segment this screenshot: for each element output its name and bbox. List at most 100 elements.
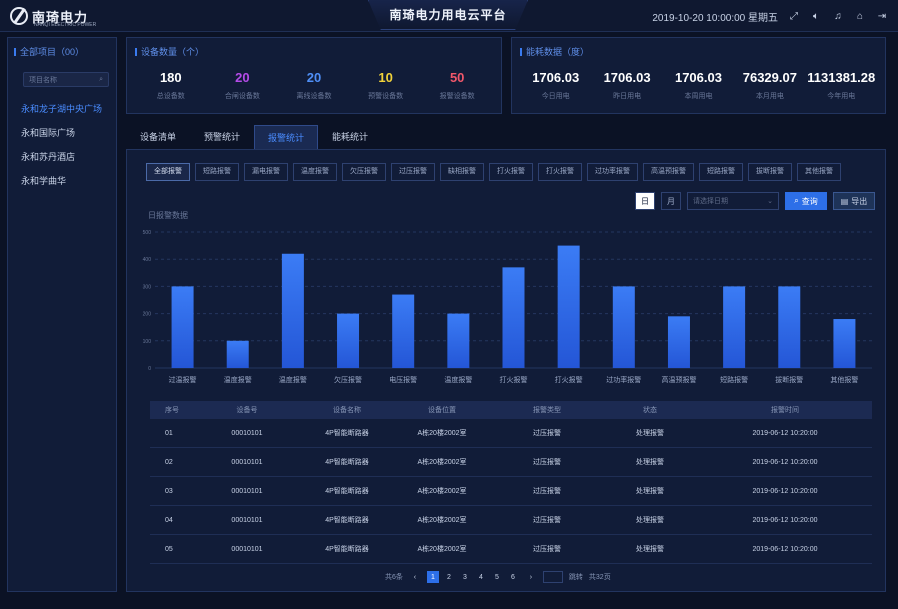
project-item[interactable]: 永和学曲华 bbox=[21, 176, 67, 186]
alarm-filter-bar: 全部报警 短路报警 漏电报警 温度报警 欠压报警 过压报警 缺相报警 打火报警 打火报警 过功率报… bbox=[146, 163, 841, 181]
filter-chip[interactable]: 打火报警 bbox=[538, 163, 582, 181]
x-tick-label: 打火报警 bbox=[555, 375, 583, 384]
page-jump-input[interactable] bbox=[542, 571, 563, 583]
chart-bar[interactable] bbox=[337, 313, 360, 368]
toggle-day[interactable]: 日 bbox=[635, 192, 655, 210]
table-cell: 处理报警 bbox=[636, 488, 664, 495]
home-icon[interactable]: ⌂ bbox=[856, 11, 864, 22]
x-tick-label: 拔断报警 bbox=[775, 375, 803, 384]
page-button[interactable]: 5 bbox=[494, 573, 499, 581]
chart-bar[interactable] bbox=[171, 286, 194, 368]
tab-item[interactable]: 能耗统计 bbox=[331, 132, 368, 142]
filter-chip[interactable]: 全部报警 bbox=[146, 163, 190, 181]
prev-page-icon[interactable]: ‹ bbox=[413, 573, 417, 581]
filter-chip[interactable]: 过压报警 bbox=[391, 163, 435, 181]
page-button[interactable]: 1 bbox=[426, 571, 439, 583]
next-page-icon[interactable]: › bbox=[529, 573, 533, 581]
table-cell: A栋20楼2002室 bbox=[417, 546, 467, 553]
page-button[interactable]: 2 bbox=[446, 573, 451, 581]
filter-chip[interactable]: 欠压报警 bbox=[342, 163, 386, 181]
search-placeholder: 项目名称 bbox=[29, 76, 57, 84]
power-stat: 76329.07 本月用电 bbox=[735, 70, 805, 101]
table-row[interactable]: 04 00010101 4P智能断路器 A栋20楼2002室 过压报警 处理报警 2019-… bbox=[150, 506, 872, 535]
toggle-month[interactable]: 月 bbox=[661, 192, 681, 210]
date-select[interactable]: 请选择日期 ⌄ bbox=[687, 192, 779, 210]
filter-chip[interactable]: 短路报警 bbox=[699, 163, 743, 181]
y-tick-label: 300 bbox=[143, 284, 152, 290]
x-tick-label: 高温预报警 bbox=[661, 375, 696, 384]
chart-bar[interactable] bbox=[557, 245, 580, 368]
stat-value: 76329.07 bbox=[742, 70, 797, 85]
table-row[interactable]: 02 00010101 4P智能断路器 A栋20楼2002室 过压报警 处理报警 2019-… bbox=[150, 448, 872, 477]
project-item[interactable]: 永和国际广场 bbox=[21, 128, 76, 138]
filter-chip[interactable]: 温度报警 bbox=[293, 163, 337, 181]
column-header: 报警类型 bbox=[533, 407, 561, 414]
table-body: 01 00010101 4P智能断路器 A栋20楼2002室 过压报警 处理报警 2019-… bbox=[150, 419, 872, 564]
chart-bar[interactable] bbox=[667, 316, 690, 368]
column-header: 设备名称 bbox=[333, 407, 361, 414]
chart-bar[interactable] bbox=[226, 340, 249, 368]
filter-chip[interactable]: 短路报警 bbox=[195, 163, 239, 181]
table-cell: 4P智能断路器 bbox=[325, 546, 369, 553]
goto-label[interactable]: 跳转 bbox=[568, 574, 583, 581]
table-row[interactable]: 05 00010101 4P智能断路器 A栋20楼2002室 过压报警 处理报警 2019-… bbox=[150, 535, 872, 564]
table-row[interactable]: 01 00010101 4P智能断路器 A栋20楼2002室 过压报警 处理报警 2019-… bbox=[150, 419, 872, 448]
y-tick-label: 100 bbox=[143, 339, 152, 345]
page-button[interactable]: 4 bbox=[478, 573, 483, 581]
x-tick-label: 欠压报警 bbox=[334, 375, 362, 384]
bell-icon[interactable]: ♫ bbox=[834, 11, 842, 22]
filter-chip[interactable]: 其他报警 bbox=[797, 163, 841, 181]
query-button[interactable]: ⌕ 查询 bbox=[785, 192, 827, 210]
table-cell: 过压报警 bbox=[533, 459, 561, 466]
page-button[interactable]: 3 bbox=[462, 573, 467, 581]
date-placeholder: 请选择日期 bbox=[693, 198, 728, 205]
filter-chip[interactable]: 打火报警 bbox=[489, 163, 533, 181]
fullscreen-icon[interactable]: ⤢ bbox=[790, 11, 798, 22]
stat-label: 预警设备数 bbox=[368, 93, 404, 100]
table-cell: A栋20楼2002室 bbox=[417, 430, 467, 437]
table-row[interactable]: 03 00010101 4P智能断路器 A栋20楼2002室 过压报警 处理报警 2019-… bbox=[150, 477, 872, 506]
stat-label: 总设备数 bbox=[156, 93, 185, 100]
stat-label: 报警设备数 bbox=[439, 93, 475, 100]
filter-chip[interactable]: 过功率报警 bbox=[587, 163, 638, 181]
y-tick-label: 500 bbox=[143, 230, 152, 236]
power-stat: 1706.03 昨日用电 bbox=[592, 70, 662, 101]
table-cell: 过压报警 bbox=[533, 430, 561, 437]
filter-chip[interactable]: 漏电报警 bbox=[244, 163, 288, 181]
x-tick-label: 温度报警 bbox=[224, 375, 252, 384]
filter-chip[interactable]: 缺相报警 bbox=[440, 163, 484, 181]
search-icon[interactable]: ⌕ bbox=[99, 75, 103, 83]
chart-bar[interactable] bbox=[833, 319, 856, 368]
column-header: 设备号 bbox=[236, 407, 258, 414]
stat-value: 20 bbox=[235, 70, 250, 85]
tab-item[interactable]: 预警统计 bbox=[203, 132, 240, 142]
chart-bar[interactable] bbox=[723, 286, 746, 368]
table-cell: 2019-06-12 10:20:00 bbox=[752, 458, 818, 466]
chart-bar[interactable] bbox=[392, 294, 415, 368]
table-cell: 00010101 bbox=[231, 545, 263, 553]
logout-icon[interactable]: ⇥ bbox=[877, 11, 887, 22]
filter-chip[interactable]: 高温预报警 bbox=[643, 163, 694, 181]
chart-bar[interactable] bbox=[447, 313, 470, 368]
chart-bar[interactable] bbox=[612, 286, 635, 368]
search-input[interactable]: 项目名称 ⌕ bbox=[23, 72, 109, 87]
stat-label: 本月用电 bbox=[755, 93, 784, 100]
device-stats-title: 设备数量（个） bbox=[135, 45, 493, 58]
export-label: 导出 bbox=[851, 196, 868, 206]
x-tick-label: 短路报警 bbox=[720, 375, 748, 384]
project-item[interactable]: 永和龙子湖中央广场 bbox=[21, 104, 103, 114]
tab-item[interactable]: 报警统计 bbox=[254, 125, 318, 149]
chart-bar[interactable] bbox=[778, 286, 801, 368]
stat-label: 合闸设备数 bbox=[224, 93, 260, 100]
chart-bar[interactable] bbox=[502, 267, 525, 368]
chart-bar[interactable] bbox=[281, 253, 304, 368]
page-button[interactable]: 6 bbox=[510, 573, 515, 581]
project-item[interactable]: 永和苏丹酒店 bbox=[21, 152, 76, 162]
alarm-bar-chart: 0 100 200 300 400 500 过温报警 温度报警 温度报警 欠压报警 电压报警 温度报警… bbox=[143, 230, 872, 384]
pager-total: 共6条 bbox=[385, 574, 403, 581]
filter-chip[interactable]: 拔断报警 bbox=[748, 163, 792, 181]
tab-item[interactable]: 设备清单 bbox=[139, 132, 176, 142]
export-button[interactable]: ▤ 导出 bbox=[833, 192, 875, 210]
volume-icon[interactable]: 🔈︎ bbox=[813, 11, 819, 22]
